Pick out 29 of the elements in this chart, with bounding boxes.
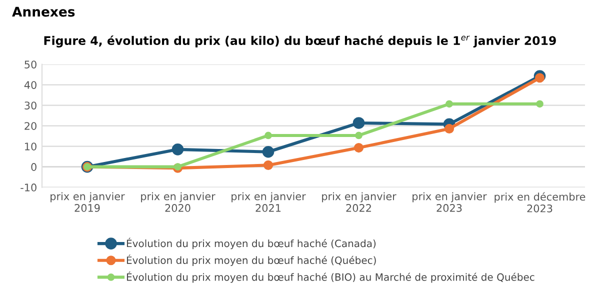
x-tick-label: prix en janvier 2019 <box>50 192 125 212</box>
point <box>536 100 544 108</box>
x-tick-label: prix en janvier 2023 <box>412 192 487 212</box>
chart-subtitle: Figure 4, évolution du prix (au kilo) du bœuf haché depuis le 1$^{er}$ janvier 2019 <box>44 35 556 48</box>
x-tick-label: prix en décembre 2023 <box>494 192 586 212</box>
y-tick-label: 0 <box>31 163 36 171</box>
point <box>262 146 274 158</box>
point <box>264 132 272 140</box>
point <box>446 100 453 108</box>
point <box>172 144 184 156</box>
y-tick-label: 40 <box>24 81 36 89</box>
chart-title: Annexes <box>12 6 75 17</box>
point <box>352 117 365 129</box>
y-tick-label: -10 <box>20 184 36 192</box>
y-tick-label: 20 <box>24 122 36 130</box>
point <box>444 124 454 134</box>
x-tick-label: prix en janvier 2021 <box>232 192 306 212</box>
legend-label: Évolution du prix moyen du bœuf haché (Canada) <box>126 238 376 250</box>
legend-label: Évolution du prix moyen du bœuf haché (BIO) au Marché de proximité de Québec <box>126 271 534 283</box>
point <box>534 73 545 83</box>
legend-label: Évolution du prix moyen du bœuf haché (Québec) <box>126 254 376 266</box>
y-tick-label: 10 <box>25 142 36 150</box>
point <box>355 132 362 140</box>
point <box>263 160 274 170</box>
point <box>354 142 364 153</box>
y-tick-label: 30 <box>24 102 36 110</box>
x-tick-label: prix en janvier 2020 <box>141 192 216 212</box>
x-tick-label: prix en janvier 2022 <box>322 192 396 212</box>
y-tick-label: 50 <box>24 60 36 68</box>
